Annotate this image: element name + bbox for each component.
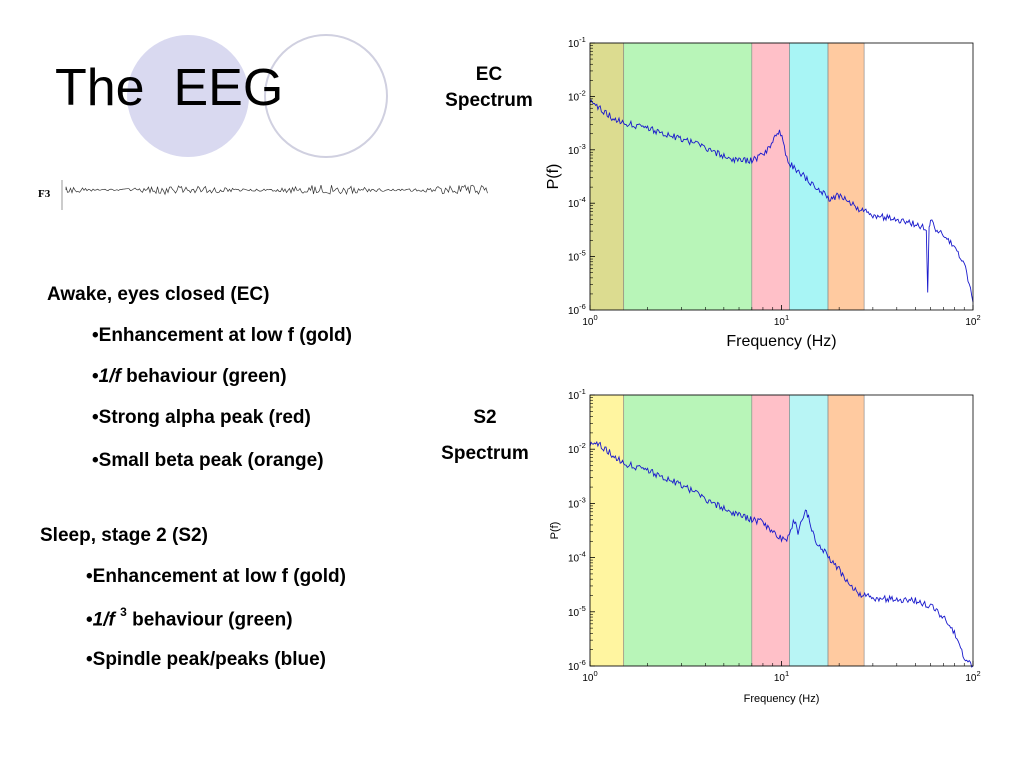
ec-label-line1: EC	[475, 64, 503, 85]
frequency-band	[827, 42, 865, 311]
spectrum-line	[589, 98, 974, 303]
y-tick-label: 10-3	[568, 495, 586, 510]
s2-spectrum-label: S2 Spectrum	[426, 400, 544, 472]
y-tick-label: 10-6	[568, 302, 586, 317]
s2-label-line1: S2	[473, 407, 497, 428]
x-tick-label: 101	[774, 669, 789, 684]
ec-spectrum-chart: 100 101 102 10-6 10-5 10-4 10-3 10-2 10-1 Frequen…	[545, 35, 981, 350]
frequency-band	[623, 42, 753, 311]
ec-bullet-alpha: •Strong alpha peak (red)	[92, 407, 311, 428]
x-tick-label: 102	[965, 313, 980, 328]
y-tick-label: 10-1	[568, 35, 586, 50]
outline-circle-decoration	[264, 34, 388, 158]
bullet-mark: •	[86, 609, 93, 631]
frequency-band	[789, 394, 829, 667]
s2-heading: Sleep, stage 2 (S2)	[40, 525, 208, 546]
x-tick-label: 101	[774, 313, 789, 328]
y-tick-label: 10-1	[568, 387, 586, 402]
s2-spectrum-chart: 100 101 102 10-6 10-5 10-4 10-3 10-2 10-1 Frequen…	[549, 387, 981, 705]
x-axis-label: Frequency (Hz)	[744, 693, 820, 705]
ec-bullet-beta: •Small beta peak (orange)	[92, 450, 324, 471]
one-over-f: 1/f	[92, 609, 115, 631]
frequency-band	[789, 42, 829, 311]
y-tick-label: 10-2	[568, 88, 586, 103]
frequency-band	[827, 394, 865, 667]
spectrum-line	[589, 440, 974, 668]
y-tick-label: 10-3	[568, 142, 586, 157]
x-tick-label: 100	[582, 313, 597, 328]
ec-heading: Awake, eyes closed (EC)	[47, 284, 270, 305]
ec-label-line2: Spectrum	[445, 89, 533, 111]
s2-label-line2: Spectrum	[441, 443, 529, 465]
y-axis-label: P(f)	[545, 164, 562, 190]
frequency-band	[589, 42, 625, 311]
y-tick-label: 10-2	[568, 441, 586, 456]
ec-bullet-1f: •1/f behaviour (green)	[92, 366, 287, 388]
one-over-f: 1/f	[98, 366, 121, 387]
frequency-band	[623, 394, 753, 667]
bullet-mark: •	[92, 366, 99, 387]
y-tick-label: 10-5	[568, 604, 586, 619]
y-tick-label: 10-5	[568, 249, 586, 264]
ec-bullet-low-f: •Enhancement at low f (gold)	[92, 325, 352, 346]
s2-bullet-1f3: •1/f 3 behaviour (green)	[86, 605, 293, 631]
s2-bullet-spindle: •Spindle peak/peaks (blue)	[86, 649, 326, 670]
y-axis-label: P(f)	[549, 522, 561, 540]
x-tick-label: 102	[965, 669, 980, 684]
bullet-text: behaviour (green)	[120, 366, 287, 387]
frequency-band	[589, 394, 625, 667]
bullet-text: behaviour (green)	[126, 609, 293, 631]
exponent: 3	[120, 605, 127, 619]
x-tick-label: 100	[582, 669, 597, 684]
x-axis-label: Frequency (Hz)	[726, 333, 836, 350]
s2-bullet-low-f: •Enhancement at low f (gold)	[86, 566, 346, 587]
eeg-trace	[65, 184, 488, 196]
page-title: The EEG	[55, 59, 284, 117]
y-tick-label: 10-4	[568, 195, 586, 210]
frequency-band	[751, 42, 790, 311]
y-tick-label: 10-6	[568, 658, 586, 673]
ec-spectrum-label: EC Spectrum	[430, 62, 548, 113]
filled-circle-decoration	[127, 35, 249, 157]
eeg-channel-label: F3	[38, 188, 51, 200]
frequency-band	[751, 394, 790, 667]
y-tick-label: 10-4	[568, 550, 586, 565]
